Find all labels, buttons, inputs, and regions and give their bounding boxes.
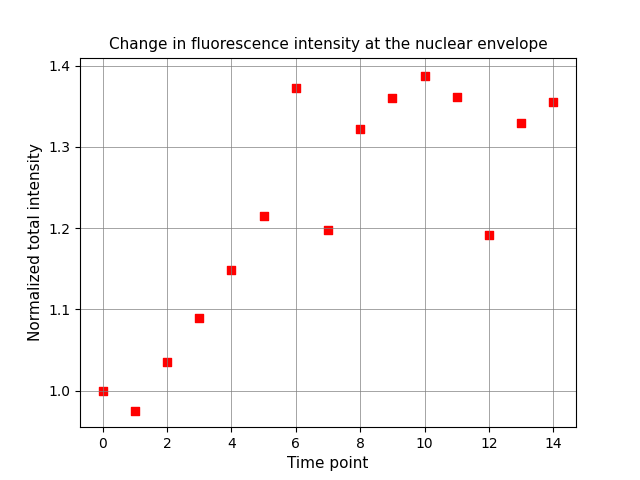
Point bbox=[97, 387, 108, 395]
Point bbox=[323, 226, 333, 234]
Point bbox=[162, 359, 172, 366]
Point bbox=[130, 407, 140, 415]
Point bbox=[259, 212, 269, 220]
Point bbox=[194, 314, 204, 322]
X-axis label: Time point: Time point bbox=[287, 456, 369, 471]
Point bbox=[227, 266, 237, 274]
Point bbox=[419, 72, 429, 80]
Point bbox=[452, 93, 462, 100]
Point bbox=[291, 84, 301, 92]
Point bbox=[387, 95, 397, 102]
Y-axis label: Normalized total intensity: Normalized total intensity bbox=[28, 144, 43, 341]
Point bbox=[516, 119, 526, 126]
Point bbox=[548, 98, 559, 106]
Point bbox=[484, 231, 494, 239]
Point bbox=[355, 125, 365, 133]
Title: Change in fluorescence intensity at the nuclear envelope: Change in fluorescence intensity at the … bbox=[109, 37, 547, 52]
